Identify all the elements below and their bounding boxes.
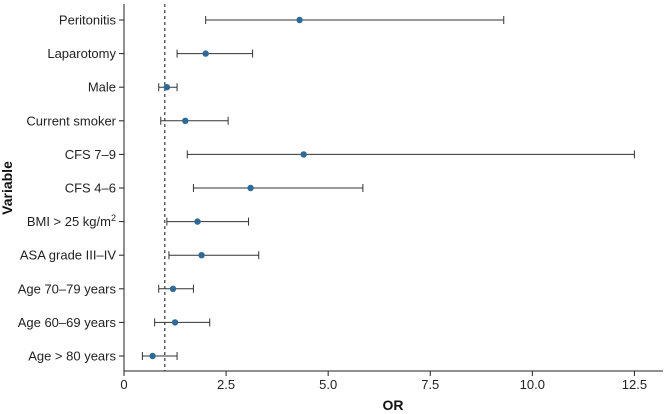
- y-tick-label: Age 60–69 years: [18, 315, 117, 330]
- x-tick-label: 12.5: [622, 377, 647, 392]
- or-point: [149, 352, 156, 360]
- y-tick-label: BMI > 25 kg/m2: [27, 213, 116, 229]
- y-tick-label-superscript: 2: [111, 213, 116, 223]
- or-point: [194, 218, 201, 225]
- y-tick-label: CFS 4–6: [65, 181, 116, 196]
- x-tick-label: 2.5: [217, 377, 235, 392]
- x-axis-title: OR: [383, 397, 404, 413]
- y-tick-label: Age 70–79 years: [18, 281, 117, 296]
- x-tick-label: 7.5: [421, 377, 439, 392]
- or-point: [202, 50, 209, 57]
- y-tick-label: Peritonitis: [59, 13, 117, 28]
- or-point: [169, 285, 177, 292]
- or-point: [182, 117, 189, 125]
- x-tick-label: 0: [120, 377, 127, 392]
- y-tick-label: Age > 80 years: [28, 349, 116, 364]
- y-tick-label: ASA grade III–IV: [20, 248, 116, 263]
- or-point: [198, 252, 205, 259]
- x-tick-label: 10.0: [520, 377, 545, 392]
- y-tick-label: Laparotomy: [47, 46, 116, 61]
- x-tick-label: 5.0: [319, 377, 337, 392]
- y-tick-label: Current smoker: [26, 113, 116, 128]
- y-tick-label: Male: [88, 80, 116, 95]
- or-point: [300, 151, 307, 158]
- or-point: [296, 16, 303, 24]
- y-axis-title: Variable: [0, 161, 15, 215]
- or-point: [171, 319, 179, 326]
- or-point: [247, 184, 254, 192]
- plot-area: 0 2.5 5.0 7.5 10.0 12.5 Peritonitis Laparotomy M…: [18, 4, 663, 392]
- or-point: [163, 84, 171, 91]
- y-tick-label: CFS 7–9: [65, 147, 116, 162]
